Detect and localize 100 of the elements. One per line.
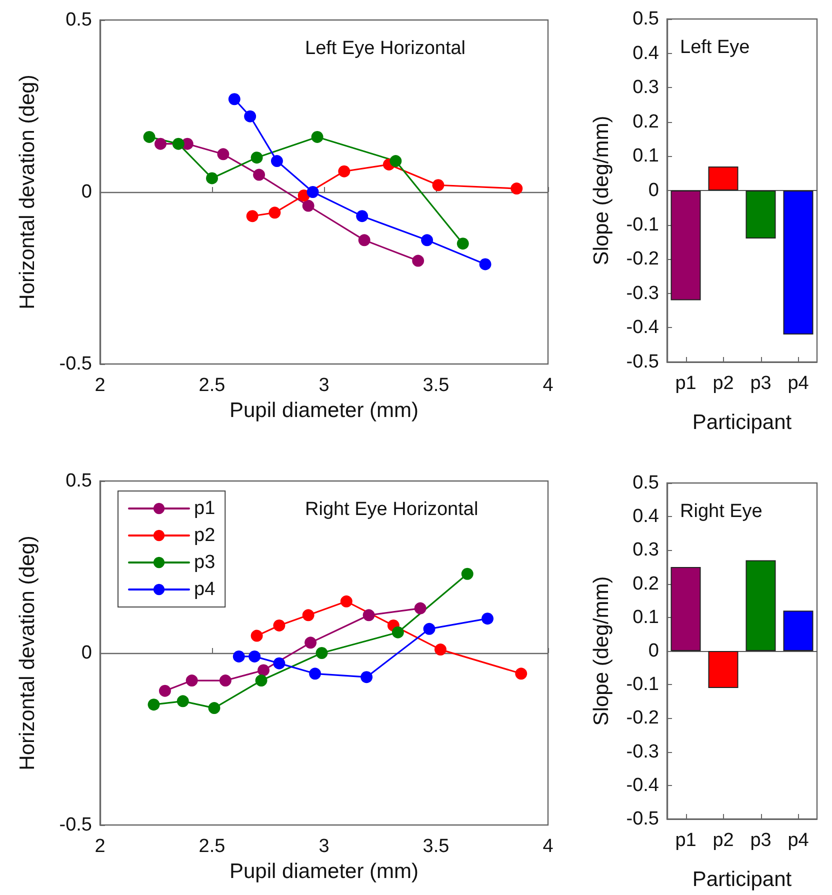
y-tick-label: -0.5 (59, 814, 92, 836)
point (302, 200, 314, 212)
x-tick-label: p3 (750, 830, 772, 851)
point (390, 155, 402, 168)
point (217, 148, 230, 160)
x-tick-label: p4 (788, 830, 810, 851)
y-tick-label: 0.5 (632, 8, 659, 30)
point (143, 130, 156, 143)
point (423, 622, 436, 635)
point (246, 210, 258, 222)
y-tick-label: 0 (648, 640, 659, 662)
y-tick-label: 0.1 (632, 146, 659, 167)
y-tick-label: 0.2 (632, 573, 659, 594)
point (358, 234, 370, 246)
point (421, 234, 434, 246)
y-tick-label: -0.2 (626, 708, 659, 729)
legend-label: p2 (194, 525, 216, 546)
bar (670, 567, 701, 651)
point (434, 644, 446, 656)
x-tick-label: p2 (712, 373, 734, 394)
x-tick-label: p3 (750, 373, 772, 394)
point (510, 182, 523, 195)
legend-label: p3 (194, 552, 216, 573)
point (158, 684, 171, 697)
bar (746, 560, 776, 651)
text: Right Eye (680, 501, 762, 522)
point (432, 179, 444, 192)
x-tick-label: 2 (94, 375, 106, 396)
point (206, 172, 218, 184)
y-tick-label: 0.3 (632, 540, 659, 561)
point (515, 668, 528, 680)
point (232, 650, 245, 662)
point (258, 664, 270, 676)
point (412, 254, 424, 267)
x-tick-label: p2 (712, 830, 734, 851)
point (219, 674, 232, 687)
point (309, 668, 322, 680)
x-tick-label: 2.5 (198, 375, 226, 396)
point (302, 609, 314, 622)
y-axis-title: Horizontal devation (deg) (16, 536, 39, 770)
y-tick-label: 0 (648, 180, 659, 201)
x-tick-label: p1 (675, 830, 696, 851)
point (338, 165, 350, 178)
text: Left Eye (680, 37, 750, 58)
x-tick-label: 3 (318, 836, 330, 857)
text: Left Eye Horizontal (305, 38, 466, 59)
point (392, 626, 404, 638)
x-axis-title: Pupil diameter (mm) (229, 860, 419, 883)
point (304, 636, 317, 649)
y-tick-label: -0.1 (626, 674, 659, 696)
x-tick-label: 3.5 (422, 375, 450, 396)
x-tick-label: 2.5 (198, 836, 226, 857)
point (414, 602, 426, 614)
point (250, 152, 263, 164)
y-tick-label: -0.4 (626, 317, 660, 338)
x-axis-title: Participant (692, 868, 792, 891)
y-axis-title: Horizontal devation (deg) (16, 74, 39, 310)
point (172, 138, 184, 150)
bar (708, 651, 738, 688)
y-tick-label: -0.4 (626, 774, 660, 796)
point (479, 258, 492, 270)
y-tick-label: 0.5 (66, 10, 92, 30)
point (208, 702, 220, 714)
point (270, 155, 283, 168)
point (268, 206, 281, 219)
point (360, 671, 373, 684)
legend-label: p4 (194, 579, 216, 600)
x-tick-label: p4 (788, 373, 810, 394)
point (311, 130, 324, 143)
y-tick-label: -0.5 (59, 354, 92, 374)
x-tick-label: 3.5 (422, 836, 450, 857)
point (250, 630, 263, 642)
point (273, 619, 286, 632)
point (456, 238, 469, 250)
y-tick-label: -0.3 (626, 741, 659, 762)
x-tick-label: 4 (542, 375, 554, 396)
point (255, 674, 268, 687)
y-tick-label: -0.2 (626, 248, 659, 270)
point (356, 210, 368, 222)
y-tick-label: 0.3 (632, 77, 659, 98)
y-tick-label: 0 (81, 642, 92, 664)
x-tick-label: 4 (542, 836, 554, 857)
x-tick-label: 3 (318, 375, 330, 396)
point (316, 647, 328, 659)
point (362, 609, 375, 622)
y-tick-label: 0.5 (632, 472, 659, 494)
point (148, 698, 160, 711)
y-tick-label: 0.4 (632, 42, 660, 64)
point (482, 612, 494, 625)
y-tick-label: 0.5 (66, 470, 92, 492)
point (154, 138, 166, 150)
point (248, 650, 261, 662)
y-tick-label: -0.5 (626, 352, 659, 372)
y-tick-label: -0.5 (626, 808, 659, 830)
legend-label: p1 (194, 498, 216, 519)
point (186, 674, 198, 687)
y-tick-label: -0.3 (626, 282, 659, 304)
point (273, 657, 286, 670)
point (253, 168, 266, 181)
y-tick-label: 0.2 (632, 111, 659, 132)
